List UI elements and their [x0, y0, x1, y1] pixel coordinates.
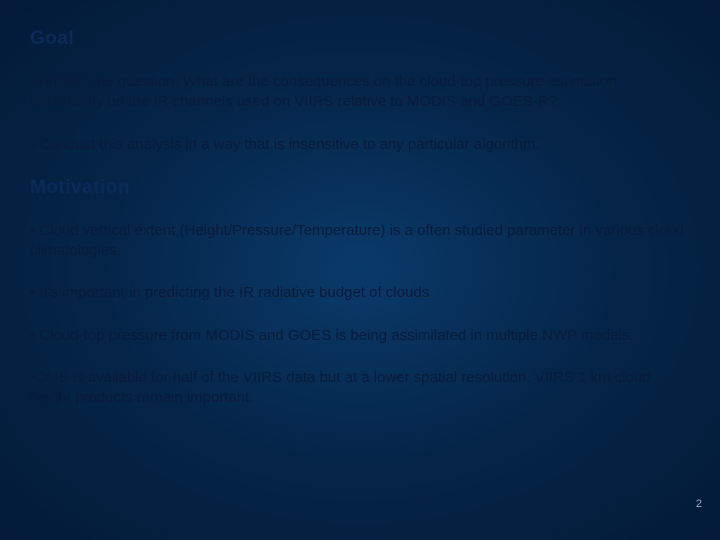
motivation-bullet-4: •Cr.IS is available for half of the VIIR…: [30, 368, 690, 409]
goal-bullet-2: • Conduct this analysis in a way that is…: [30, 135, 690, 155]
motivation-heading: Motivation: [30, 177, 690, 199]
motivation-bullet-3: • Cloud-top pressure from MODIS and GOES…: [30, 326, 690, 346]
goal-heading: Goal: [30, 28, 690, 50]
page-number: 2: [696, 498, 702, 510]
slide-container: Goal • Answer the question. What are the…: [0, 0, 720, 540]
motivation-bullet-1: • Cloud vertical extent (Height/Pressure…: [30, 221, 690, 262]
motivation-bullet-2: • It's important in predicting the IR ra…: [30, 283, 690, 303]
goal-bullet-1: • Answer the question. What are the cons…: [30, 72, 690, 113]
